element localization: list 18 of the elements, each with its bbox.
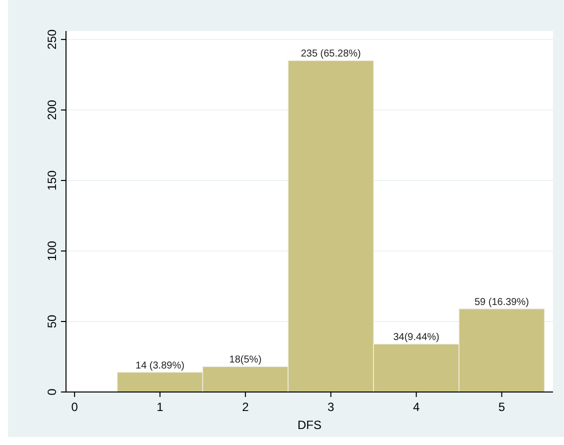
y-tick-label: 0 — [45, 388, 59, 396]
data-label: 18(5%) — [229, 354, 262, 366]
x-tick-label: 1 — [156, 400, 164, 414]
x-axis-title: DFS — [298, 418, 322, 432]
data-label: 59 (16.39%) — [474, 296, 529, 308]
y-tick-label: 50 — [45, 314, 59, 328]
data-label: 235 (65.28%) — [300, 48, 361, 60]
data-label: 34(9.44%) — [393, 332, 440, 344]
x-tick-label: 4 — [412, 400, 420, 414]
x-tick-label: 3 — [328, 400, 335, 414]
data-label: 14 (3.89%) — [136, 360, 184, 372]
x-tick-label: 0 — [71, 400, 78, 414]
y-tick-label: 150 — [45, 170, 59, 190]
y-tick-label: 100 — [45, 240, 59, 261]
x-tick-label: 2 — [242, 400, 250, 414]
x-tick-label: 5 — [498, 400, 506, 414]
y-tick-label: 250 — [45, 29, 59, 50]
y-tick-label: 200 — [45, 100, 59, 120]
